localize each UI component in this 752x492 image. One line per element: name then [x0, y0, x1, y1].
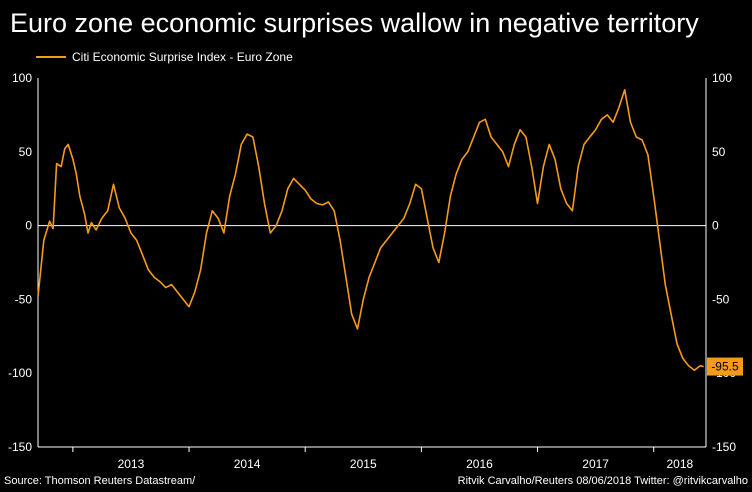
y-tick-label-right: 0 — [712, 219, 719, 233]
axes — [37, 78, 707, 448]
last-value-box — [707, 357, 743, 376]
legend-label: Citi Economic Surprise Index - Euro Zone — [72, 50, 293, 64]
source-note: Source: Thomson Reuters Datastream/ — [4, 475, 196, 487]
x-tick-label: 2016 — [466, 457, 493, 471]
legend: Citi Economic Surprise Index - Euro Zone — [36, 50, 293, 64]
y-tick-label-right: 50 — [712, 145, 726, 159]
y-tick-label-right: -50 — [712, 292, 730, 306]
y-tick-label-right: 100 — [712, 71, 732, 85]
x-tick-label: 2014 — [234, 457, 261, 471]
y-tick-label-left: 0 — [25, 219, 32, 233]
x-tick-label: 2017 — [582, 457, 609, 471]
y-tick-label-left: 50 — [19, 145, 33, 159]
series-line — [37, 89, 704, 372]
series-group — [37, 89, 704, 372]
x-tick-label: 2018 — [667, 457, 694, 471]
y-axis-left: 100 50 0 -50 -100 -150 — [8, 71, 32, 454]
credit-note: Ritvik Carvalho/Reuters 08/06/2018 Twitt… — [457, 475, 748, 487]
x-tick-label: 2015 — [350, 457, 377, 471]
x-axis: 2013 2014 2015 2016 2017 2018 — [72, 447, 694, 471]
y-tick-label-left: 100 — [12, 71, 32, 85]
legend-swatch — [36, 56, 66, 58]
chart-title: Euro zone economic surprises wallow in n… — [10, 8, 699, 38]
y-tick-label-left: -100 — [8, 366, 32, 380]
last-value-label: -95.5 — [711, 360, 739, 374]
y-tick-label-left: -150 — [8, 440, 32, 454]
y-tick-label-right: -150 — [712, 440, 736, 454]
x-tick-label: 2013 — [118, 457, 145, 471]
y-tick-label-left: -50 — [15, 292, 33, 306]
last-value-label-group: -95.5 — [707, 357, 743, 376]
